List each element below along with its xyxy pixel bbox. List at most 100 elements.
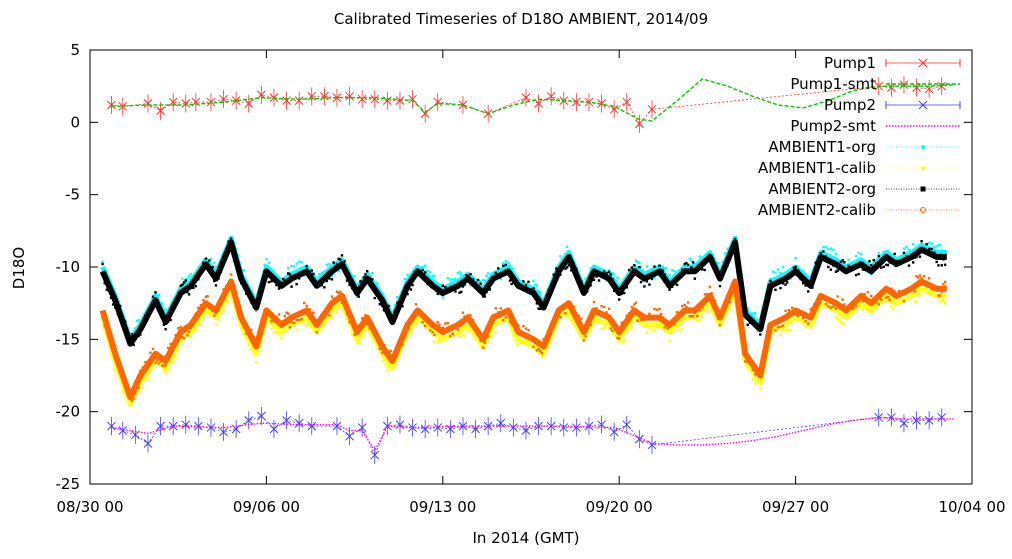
data-point [688, 257, 691, 260]
data-point [499, 307, 502, 310]
data-point [559, 423, 569, 432]
chart-title: Calibrated Timeseries of D18O AMBIENT, 2… [334, 10, 708, 28]
data-point [134, 392, 137, 395]
data-point [146, 378, 150, 381]
data-point [499, 272, 502, 275]
data-point [169, 342, 172, 346]
data-point [458, 335, 461, 338]
data-point [521, 93, 531, 103]
data-point [660, 268, 663, 272]
data-point [655, 308, 659, 311]
data-point [767, 283, 770, 287]
data-point [101, 316, 104, 319]
data-point [849, 306, 853, 310]
data-point [854, 254, 858, 258]
data-point [492, 314, 495, 317]
data-point [779, 333, 782, 336]
data-point [213, 314, 216, 317]
data-point [686, 301, 690, 304]
data-point [888, 301, 891, 304]
data-point [444, 286, 447, 289]
data-point [744, 360, 747, 363]
data-point [396, 352, 399, 355]
data-point [839, 320, 843, 323]
data-point [463, 335, 466, 338]
data-point [337, 269, 340, 273]
data-point [540, 355, 544, 359]
data-point [124, 379, 127, 383]
data-point [731, 282, 734, 285]
data-point [638, 313, 641, 316]
data-point [665, 278, 668, 281]
data-point [282, 332, 285, 335]
series-layer [99, 75, 955, 465]
y-tick-label: -5 [65, 186, 80, 204]
data-point [101, 262, 104, 266]
x-axis-label: In 2014 (GMT) [472, 529, 579, 547]
data-point [315, 278, 318, 281]
data-point [320, 284, 324, 287]
data-point [454, 277, 457, 281]
data-point [811, 286, 814, 289]
data-point [303, 301, 306, 305]
data-point [303, 272, 306, 276]
data-point [105, 327, 108, 330]
data-point [838, 302, 841, 306]
data-point [918, 274, 922, 277]
data-point [245, 332, 248, 335]
data-point [426, 282, 429, 286]
data-point [749, 313, 752, 316]
data-point [313, 276, 317, 279]
data-point [769, 327, 772, 330]
data-point [524, 283, 528, 287]
data-point [105, 288, 108, 291]
series-pump2 [107, 407, 947, 465]
data-point [542, 354, 545, 357]
data-point [250, 347, 253, 351]
data-point [827, 265, 830, 269]
data-point [171, 341, 175, 345]
data-point [219, 300, 223, 304]
data-point [509, 423, 518, 432]
data-point [510, 269, 513, 272]
data-point [673, 282, 676, 285]
data-point [231, 280, 234, 284]
data-point [328, 314, 331, 317]
data-point [875, 301, 878, 304]
data-point [519, 341, 523, 345]
data-point [893, 303, 896, 307]
data-point [137, 386, 140, 389]
series-band [99, 278, 947, 401]
data-point [353, 333, 356, 337]
data-point [260, 286, 263, 290]
data-point [764, 304, 767, 307]
data-point [275, 330, 278, 334]
data-point [146, 361, 150, 365]
y-tick-label: -10 [56, 258, 81, 276]
data-point [164, 364, 167, 367]
data-point [847, 258, 850, 261]
data-point [776, 326, 780, 329]
data-point [255, 309, 258, 313]
data-point [456, 271, 460, 275]
data-point [132, 343, 135, 347]
data-point [486, 288, 490, 291]
data-point [463, 315, 466, 318]
data-point [502, 262, 505, 265]
data-point [857, 300, 860, 303]
data-point [838, 318, 841, 321]
data-point [300, 261, 303, 264]
data-point [137, 319, 140, 322]
data-point [292, 265, 296, 268]
data-point [877, 252, 880, 255]
data-point [171, 303, 175, 306]
data-point [290, 320, 293, 324]
data-point [645, 265, 649, 268]
data-point [162, 323, 166, 327]
data-point [107, 276, 111, 280]
data-point [804, 273, 807, 276]
data-point [841, 259, 844, 262]
data-point [174, 334, 177, 337]
data-point [270, 280, 273, 283]
data-point [519, 283, 523, 286]
